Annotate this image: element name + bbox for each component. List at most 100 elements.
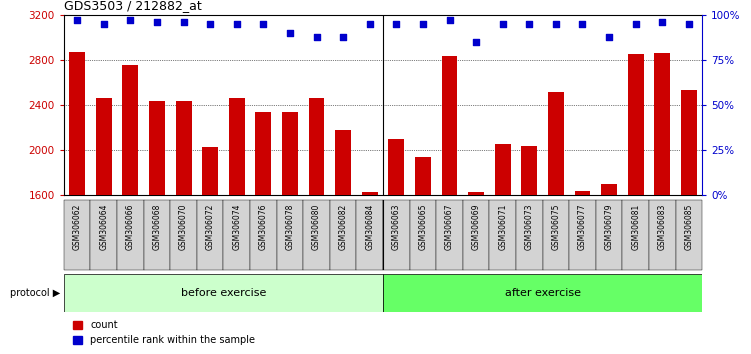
- FancyBboxPatch shape: [330, 200, 357, 270]
- Point: [470, 39, 482, 45]
- FancyBboxPatch shape: [596, 200, 623, 270]
- FancyBboxPatch shape: [436, 200, 463, 270]
- FancyBboxPatch shape: [303, 200, 330, 270]
- Text: GSM306062: GSM306062: [73, 204, 82, 250]
- Bar: [309, 98, 324, 195]
- Text: GSM306067: GSM306067: [445, 204, 454, 250]
- Legend: count, percentile rank within the sample: count, percentile rank within the sample: [68, 316, 259, 349]
- Bar: [149, 101, 165, 195]
- Text: GSM306084: GSM306084: [365, 204, 374, 250]
- Text: GSM306080: GSM306080: [312, 204, 321, 250]
- Point: [496, 21, 508, 27]
- Point: [258, 21, 270, 27]
- FancyBboxPatch shape: [383, 274, 702, 312]
- FancyBboxPatch shape: [64, 274, 383, 312]
- Bar: [229, 98, 245, 195]
- Text: GSM306082: GSM306082: [339, 204, 348, 250]
- Text: GSM306064: GSM306064: [99, 204, 108, 250]
- FancyBboxPatch shape: [383, 200, 409, 270]
- FancyBboxPatch shape: [250, 200, 276, 270]
- Text: protocol ▶: protocol ▶: [10, 288, 60, 298]
- Text: GSM306079: GSM306079: [605, 204, 614, 250]
- Point: [231, 21, 243, 27]
- Bar: [335, 130, 351, 195]
- Bar: [415, 157, 431, 195]
- Point: [177, 19, 189, 25]
- Text: GSM306070: GSM306070: [179, 204, 188, 250]
- Text: GSM306076: GSM306076: [259, 204, 268, 250]
- Bar: [601, 184, 617, 195]
- Point: [337, 34, 349, 39]
- Point: [363, 21, 376, 27]
- FancyBboxPatch shape: [649, 200, 676, 270]
- Point: [656, 19, 668, 25]
- Bar: [468, 192, 484, 195]
- Bar: [176, 101, 192, 195]
- FancyBboxPatch shape: [676, 200, 702, 270]
- Text: GSM306063: GSM306063: [392, 204, 401, 250]
- Point: [310, 34, 322, 39]
- Text: before exercise: before exercise: [181, 288, 266, 298]
- Text: GSM306073: GSM306073: [525, 204, 534, 250]
- Bar: [681, 90, 697, 195]
- Bar: [654, 53, 671, 195]
- Point: [204, 21, 216, 27]
- FancyBboxPatch shape: [276, 200, 303, 270]
- Text: GSM306069: GSM306069: [472, 204, 481, 250]
- Text: GSM306077: GSM306077: [578, 204, 587, 250]
- Point: [603, 34, 615, 39]
- Text: GSM306074: GSM306074: [232, 204, 241, 250]
- Point: [683, 21, 695, 27]
- Point: [391, 21, 403, 27]
- Bar: [442, 56, 457, 195]
- Point: [550, 21, 562, 27]
- FancyBboxPatch shape: [463, 200, 490, 270]
- Bar: [575, 191, 590, 195]
- Text: GSM306085: GSM306085: [684, 204, 693, 250]
- Text: GSM306071: GSM306071: [498, 204, 507, 250]
- Point: [577, 21, 589, 27]
- Bar: [202, 147, 218, 195]
- FancyBboxPatch shape: [197, 200, 224, 270]
- FancyBboxPatch shape: [516, 200, 543, 270]
- Text: GSM306075: GSM306075: [551, 204, 560, 250]
- Point: [98, 21, 110, 27]
- FancyBboxPatch shape: [224, 200, 250, 270]
- Bar: [388, 139, 404, 195]
- Point: [629, 21, 641, 27]
- FancyBboxPatch shape: [569, 200, 596, 270]
- Point: [125, 18, 137, 23]
- Bar: [628, 55, 644, 195]
- Text: GSM306081: GSM306081: [631, 204, 640, 250]
- Bar: [495, 144, 511, 195]
- Bar: [122, 64, 138, 195]
- Point: [444, 18, 456, 23]
- Text: GDS3503 / 212882_at: GDS3503 / 212882_at: [64, 0, 201, 12]
- FancyBboxPatch shape: [357, 200, 383, 270]
- Bar: [69, 52, 85, 195]
- FancyBboxPatch shape: [490, 200, 516, 270]
- Point: [151, 19, 163, 25]
- FancyBboxPatch shape: [623, 200, 649, 270]
- Point: [417, 21, 429, 27]
- Point: [284, 30, 296, 36]
- FancyBboxPatch shape: [170, 200, 197, 270]
- Text: GSM306065: GSM306065: [418, 204, 427, 250]
- Bar: [96, 98, 112, 195]
- Point: [71, 18, 83, 23]
- FancyBboxPatch shape: [64, 200, 90, 270]
- FancyBboxPatch shape: [409, 200, 436, 270]
- Bar: [255, 112, 271, 195]
- Text: GSM306066: GSM306066: [126, 204, 135, 250]
- Point: [523, 21, 535, 27]
- Text: GSM306078: GSM306078: [285, 204, 294, 250]
- FancyBboxPatch shape: [143, 200, 170, 270]
- Bar: [521, 145, 537, 195]
- Text: after exercise: after exercise: [505, 288, 581, 298]
- Text: GSM306068: GSM306068: [152, 204, 161, 250]
- Bar: [362, 192, 378, 195]
- Bar: [282, 112, 298, 195]
- FancyBboxPatch shape: [543, 200, 569, 270]
- Text: GSM306072: GSM306072: [206, 204, 215, 250]
- FancyBboxPatch shape: [117, 200, 143, 270]
